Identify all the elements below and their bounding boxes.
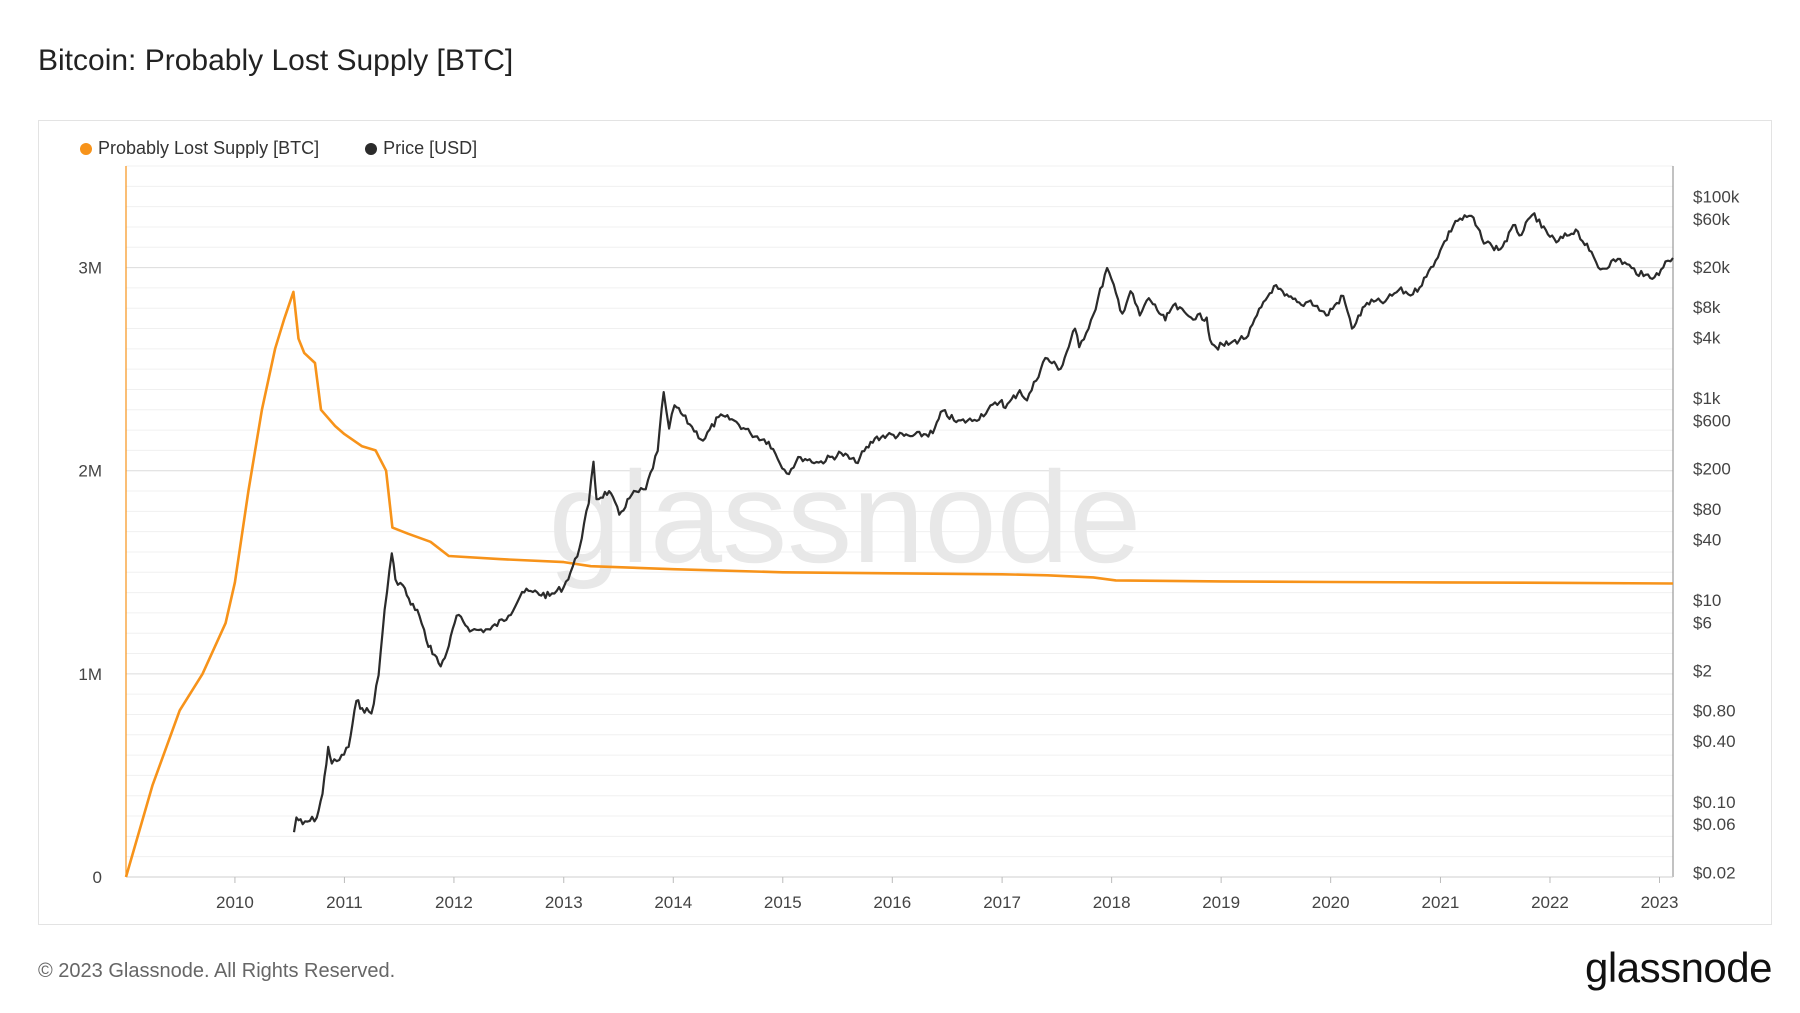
x-tick-label: 2017 <box>983 893 1021 912</box>
x-tick-label: 2021 <box>1422 893 1460 912</box>
y-right-tick-label: $40 <box>1693 530 1721 549</box>
y-right-tick-label: $200 <box>1693 460 1731 479</box>
x-tick-label: 2019 <box>1202 893 1240 912</box>
y-right-tick-label: $6 <box>1693 613 1712 632</box>
axes <box>125 166 1674 883</box>
y-right-tick-label: $100k <box>1693 187 1740 206</box>
x-tick-label: 2023 <box>1641 893 1679 912</box>
y-left-tick-label: 2M <box>78 462 102 481</box>
y-right-tick-label: $60k <box>1693 210 1730 229</box>
x-tick-label: 2012 <box>435 893 473 912</box>
x-tick-label: 2014 <box>654 893 692 912</box>
legend-swatch-price <box>365 142 378 155</box>
y-right-tick-label: $0.80 <box>1693 702 1736 721</box>
copyright-text: © 2023 Glassnode. All Rights Reserved. <box>38 960 396 982</box>
page-title: Bitcoin: Probably Lost Supply [BTC] <box>38 44 514 77</box>
y-right-tick-label: $0.40 <box>1693 732 1736 751</box>
chart-legend: Probably Lost Supply [BTC] Price [USD] <box>80 138 477 159</box>
legend-swatch-lost-supply <box>80 142 92 155</box>
y-right-tick-label: $80 <box>1693 500 1721 519</box>
legend-label-price: Price [USD] <box>383 138 478 158</box>
x-tick-label: 2015 <box>764 893 802 912</box>
watermark-text: glassnode <box>549 444 1142 590</box>
x-tick-label: 2011 <box>326 893 363 912</box>
y-left-tick-label: 1M <box>78 665 102 684</box>
tick-labels: 0 1M 2M 3M $0.02 $0.06 $0.10 $0.40 $0.80 $2 $6 $10 $… <box>78 187 1739 912</box>
y-right-tick-label: $1k <box>1693 389 1721 408</box>
x-tick-label: 2013 <box>545 893 583 912</box>
y-right-tick-label: $2 <box>1693 662 1712 681</box>
x-tick-label: 2022 <box>1531 893 1569 912</box>
chart-card <box>38 120 1772 925</box>
legend-item-price[interactable]: Price [USD] <box>365 138 477 159</box>
legend-item-lost-supply[interactable]: Probably Lost Supply [BTC] <box>80 138 319 159</box>
x-tick-label: 2016 <box>873 893 911 912</box>
grid-lines <box>126 165 1673 878</box>
legend-label-lost-supply: Probably Lost Supply [BTC] <box>98 138 320 158</box>
series-line-lost-supply <box>124 290 1674 878</box>
series-group <box>124 212 1674 878</box>
x-tick-label: 2010 <box>216 893 254 912</box>
y-left-tick-label: 0 <box>93 868 102 887</box>
y-right-tick-label: $4k <box>1693 328 1721 347</box>
series-line-price <box>292 212 1674 833</box>
y-right-tick-label: $10 <box>1693 591 1721 610</box>
y-right-tick-label: $20k <box>1693 258 1730 277</box>
y-left-tick-label: 3M <box>78 259 102 278</box>
y-right-tick-label: $0.10 <box>1693 793 1736 812</box>
y-right-tick-label: $0.02 <box>1693 863 1736 882</box>
y-right-tick-label: $0.06 <box>1693 815 1736 834</box>
x-tick-label: 2018 <box>1093 893 1131 912</box>
y-right-tick-label: $600 <box>1693 412 1731 431</box>
x-tick-label: 2020 <box>1312 893 1350 912</box>
brand-logo-text[interactable]: glassnode <box>1585 944 1772 991</box>
y-right-tick-label: $8k <box>1693 298 1721 317</box>
